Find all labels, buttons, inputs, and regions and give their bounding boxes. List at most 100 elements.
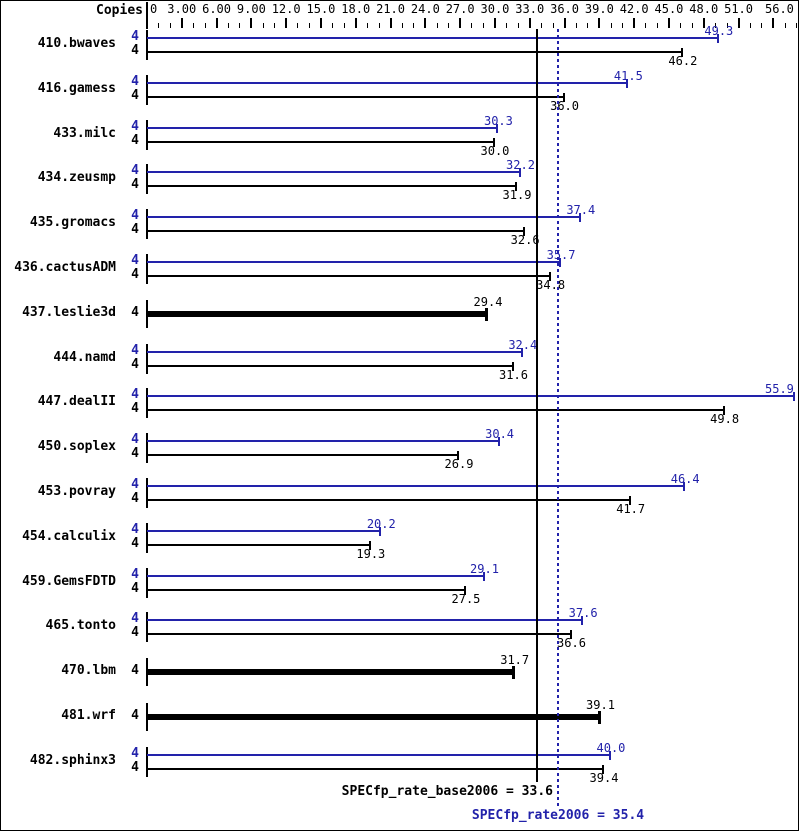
axis-minor-tick	[796, 23, 798, 28]
peak-bar	[147, 574, 485, 577]
base-bar-endcap	[485, 307, 489, 321]
axis-minor-tick	[378, 23, 380, 28]
base-bar	[147, 669, 515, 676]
axis-major-tick	[389, 18, 392, 28]
base-bar-endcap	[457, 451, 460, 461]
peak-bar-endcap	[716, 34, 719, 43]
axis-tick-label: 9.00	[236, 2, 266, 16]
axis-minor-tick	[158, 23, 160, 28]
peak-bar-endcap	[379, 526, 382, 536]
axis-tick-label: 18.0	[341, 2, 371, 16]
group-axis-segment	[146, 388, 148, 419]
axis-minor-tick	[726, 23, 728, 28]
benchmark-name: 482.sphinx3	[29, 752, 116, 768]
benchmark-name: 470.lbm	[61, 663, 116, 679]
benchmark-name: 433.milc	[53, 125, 116, 141]
axis-tick-label: 21.0	[376, 2, 405, 16]
base-bar	[147, 230, 526, 233]
base-result-label: SPECfp_rate_base2006 = 33.6	[341, 784, 553, 799]
axis-tick-label: 42.0	[619, 2, 649, 16]
base-mean-line	[535, 29, 538, 782]
base-bar-endcap	[464, 585, 466, 595]
base-value-label: 19.3	[356, 546, 386, 561]
axis-origin-line	[146, 2, 148, 29]
axis-tick-label: 48.0	[689, 2, 719, 16]
base-bar	[147, 588, 466, 591]
base-bar	[147, 714, 601, 720]
axis-tick-label: 51.0	[724, 2, 753, 16]
base-bar-endcap	[511, 361, 514, 371]
base-bar	[147, 767, 605, 770]
benchmark-name: 465.tonto	[45, 618, 116, 634]
group-axis-segment	[146, 612, 148, 643]
axis-tick-label: 27.0	[445, 2, 475, 16]
benchmark-name: 453.povray	[37, 484, 116, 499]
base-bar-endcap	[511, 666, 515, 680]
base-copies-label: 4	[131, 222, 139, 238]
base-copies-label: 4	[131, 87, 139, 103]
axis-tick-label: 15.0	[306, 2, 336, 16]
peak-bar	[147, 485, 686, 487]
benchmark-name: 436.cactusADM	[14, 260, 116, 275]
base-bar-endcap	[569, 630, 572, 640]
group-axis-segment	[146, 522, 148, 553]
axis-major-tick	[459, 18, 462, 28]
base-bar-endcap	[628, 496, 631, 505]
axis-minor-tick	[506, 23, 508, 28]
axis-major-tick	[668, 18, 670, 28]
axis-major-tick	[250, 18, 253, 28]
peak-bar	[147, 619, 584, 622]
axis-minor-tick	[622, 23, 624, 28]
axis-minor-tick	[169, 23, 171, 28]
base-bar-endcap	[368, 540, 371, 550]
axis-minor-tick	[784, 23, 786, 28]
peak-copies-label: 4	[131, 253, 139, 268]
base-value-label: 27.5	[451, 591, 481, 606]
peak-value-label: 32.2	[506, 158, 535, 173]
peak-value-label: 40.0	[596, 740, 626, 755]
peak-bar	[147, 37, 719, 39]
peak-bar	[147, 171, 521, 174]
axis-minor-tick	[343, 23, 345, 28]
base-copies-label: 4	[131, 708, 139, 723]
axis-minor-tick	[587, 23, 589, 28]
copies-column-header: Copies	[96, 3, 143, 18]
benchmark-name: 437.leslie3d	[22, 304, 116, 320]
base-bar	[147, 409, 725, 412]
base-copies-label: 4	[131, 535, 139, 551]
peak-copies-label: 4	[131, 477, 139, 492]
base-bar	[147, 633, 572, 636]
peak-bar	[147, 395, 796, 398]
group-axis-segment	[146, 209, 148, 240]
peak-copies-label: 4	[131, 73, 139, 89]
axis-tick-label: 24.0	[410, 2, 440, 16]
base-copies-label: 4	[131, 401, 139, 417]
base-value-label: 39.4	[589, 770, 619, 785]
axis-minor-tick	[332, 23, 334, 28]
base-copies-label: 4	[131, 177, 139, 193]
peak-value-label: 30.3	[483, 113, 513, 128]
axis-minor-tick	[448, 23, 450, 28]
peak-value-label: 37.4	[566, 203, 596, 218]
axis-major-tick	[215, 18, 218, 28]
benchmark-name: 435.gromacs	[29, 215, 116, 231]
axis-minor-tick	[413, 23, 415, 28]
axis-minor-tick	[714, 23, 716, 28]
group-axis-segment	[146, 567, 148, 598]
base-value-label: 41.7	[616, 502, 646, 516]
axis-major-tick	[772, 18, 775, 28]
axis-minor-tick	[471, 23, 473, 28]
axis-tick-label: 3.00	[167, 2, 197, 16]
peak-bar	[147, 440, 500, 443]
base-value-label: 26.9	[444, 457, 474, 472]
group-axis-segment	[146, 746, 148, 777]
axis-tick-label: 12.0	[271, 2, 301, 16]
base-value-label: 30.0	[480, 143, 510, 158]
axis-major-tick	[598, 18, 601, 28]
peak-bar	[147, 261, 562, 263]
peak-bar-endcap	[609, 750, 611, 760]
base-copies-label: 4	[131, 580, 139, 596]
base-bar	[147, 454, 460, 457]
axis-minor-tick	[239, 23, 241, 28]
